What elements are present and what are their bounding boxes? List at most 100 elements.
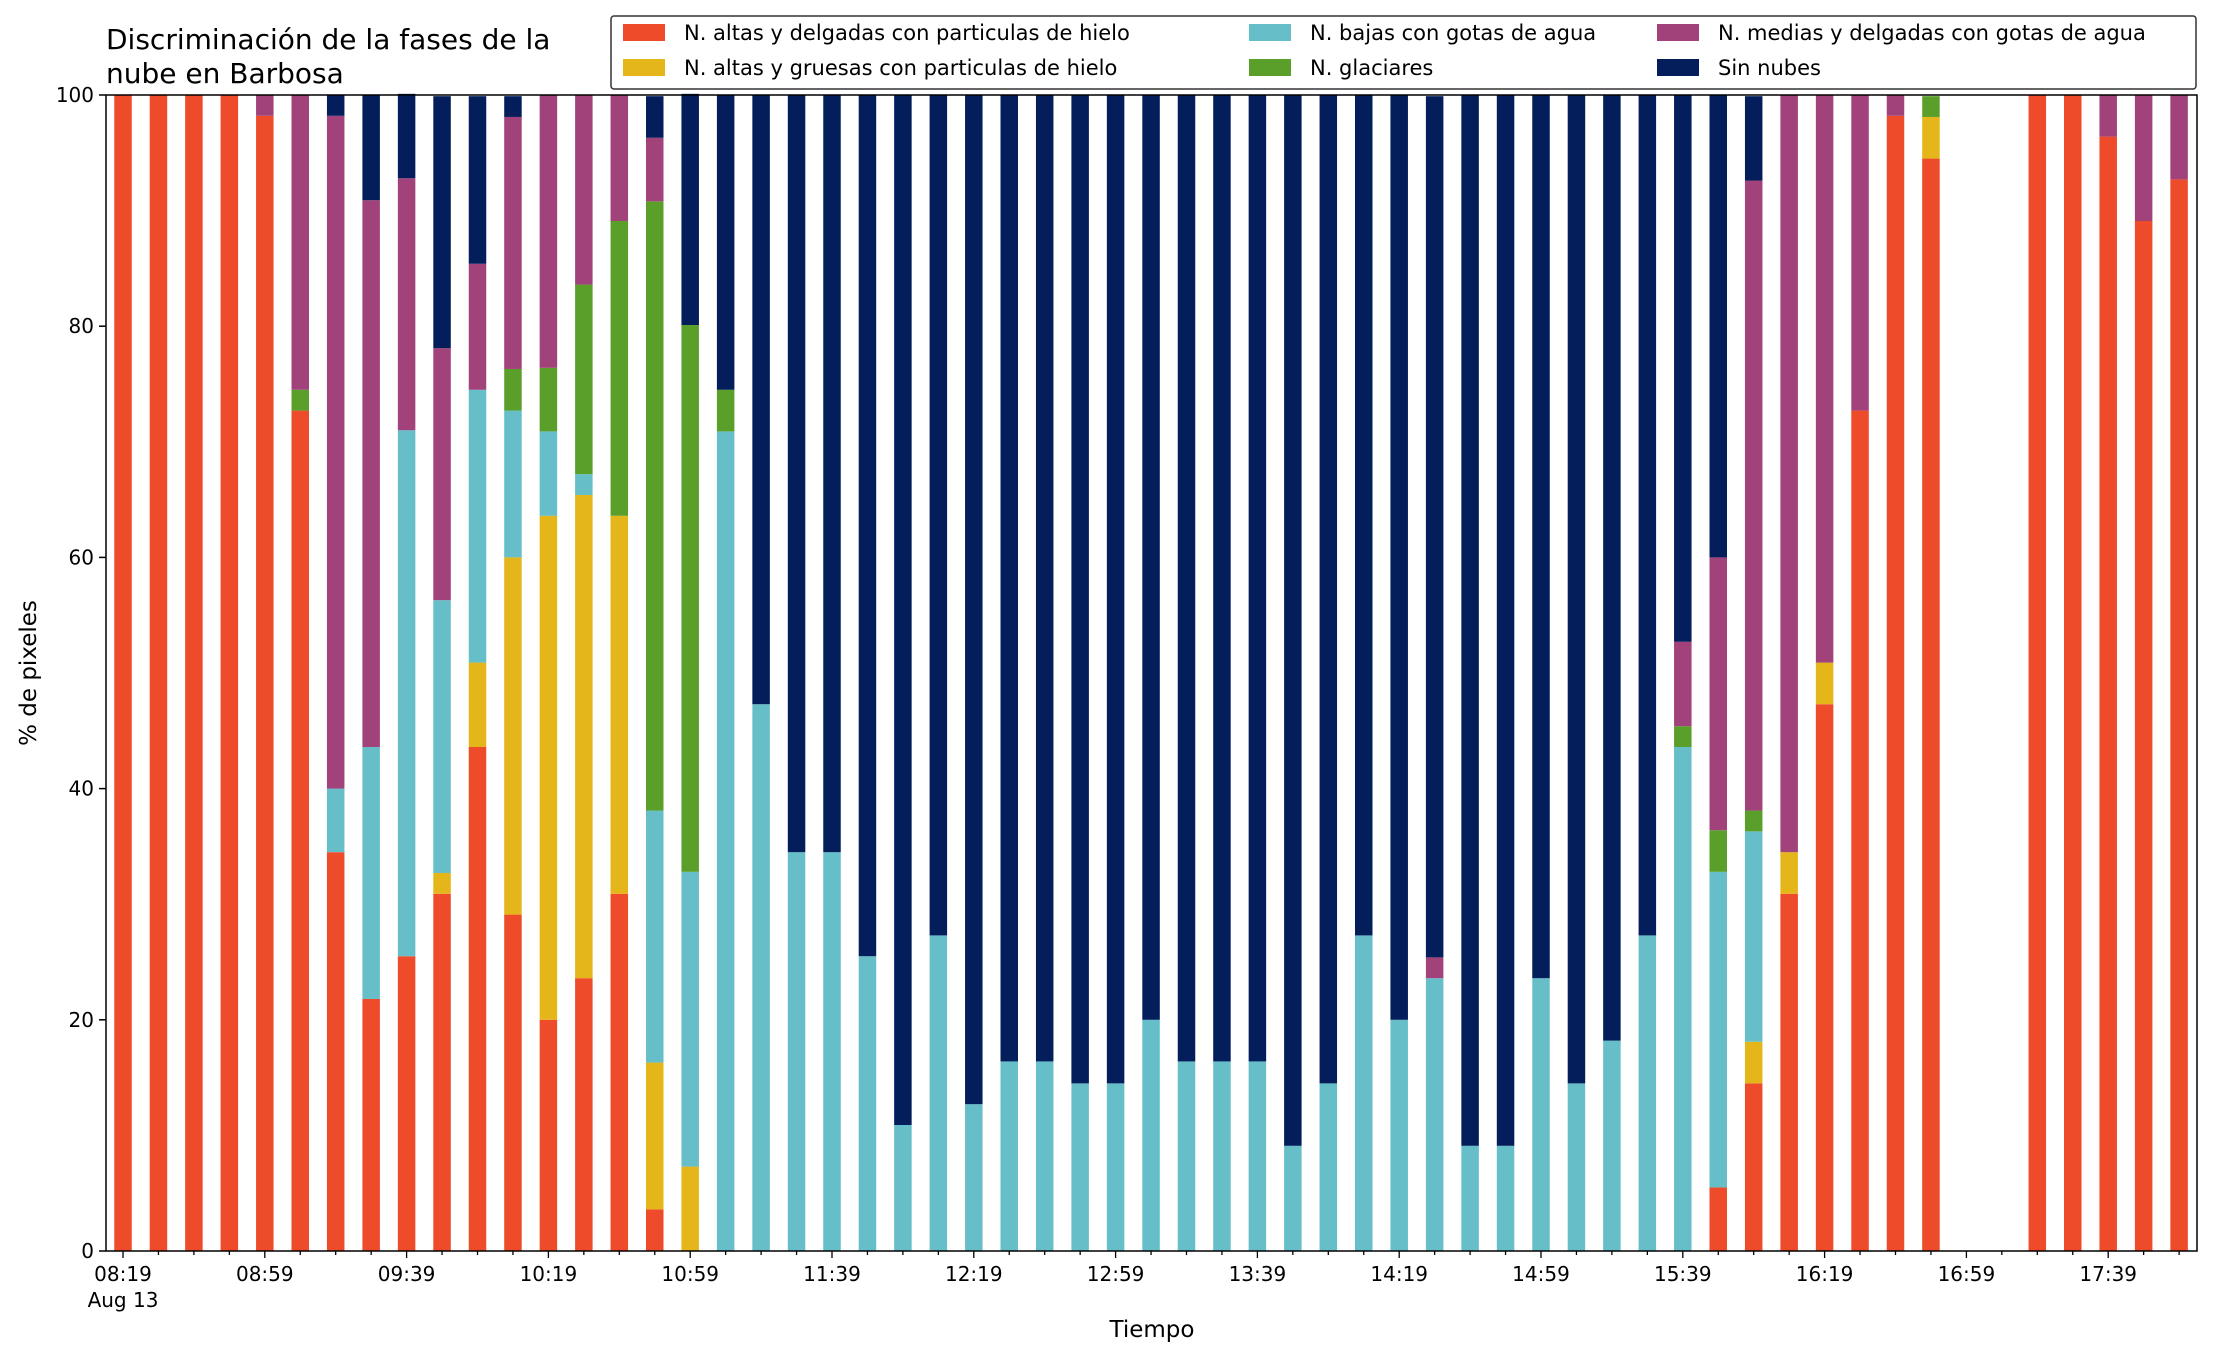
bar-segment xyxy=(1851,95,1869,411)
bar-segment xyxy=(1319,1083,1338,1251)
bar-segment xyxy=(433,872,451,894)
bar-segment xyxy=(1496,1145,1515,1251)
bar-segment xyxy=(504,410,522,558)
bar-segment xyxy=(1674,641,1692,727)
bar-segment xyxy=(1815,704,1834,1251)
bar-segment xyxy=(1355,935,1373,1251)
bar-segment xyxy=(433,96,451,349)
bar-segment xyxy=(504,914,522,1251)
bar-segment xyxy=(433,600,451,873)
bar-segment xyxy=(1425,957,1444,979)
bar-segment xyxy=(397,430,416,957)
bar-segment xyxy=(1922,116,1940,159)
bar-segment xyxy=(575,494,593,979)
bar-segment xyxy=(2099,136,2117,1251)
chart-title-line2: nube en Barbosa xyxy=(106,57,344,90)
legend-label: N. bajas con gotas de agua xyxy=(1310,21,1596,45)
bar-segment xyxy=(1248,95,1267,1062)
bar-segment xyxy=(1248,1061,1267,1251)
bar-segment xyxy=(1284,1145,1302,1251)
bar-segment xyxy=(220,95,239,1251)
y-axis-label: % de pixeles xyxy=(16,600,42,746)
bar-segment xyxy=(185,95,203,1251)
bar-segment xyxy=(1035,1061,1054,1251)
bar-segment xyxy=(681,1166,699,1251)
bar-segment xyxy=(929,95,948,936)
bar-segment xyxy=(1532,95,1550,979)
bar-segment xyxy=(1744,1083,1763,1251)
bar-segment xyxy=(1744,810,1763,832)
bar-segment xyxy=(1744,831,1763,1042)
bar-segment xyxy=(716,95,735,390)
bar-segment xyxy=(1744,96,1763,181)
bar-segment xyxy=(504,96,522,117)
bar-segment xyxy=(1461,1145,1479,1251)
bar-segment xyxy=(752,704,770,1251)
bar-segment xyxy=(1461,95,1479,1146)
bar-segment xyxy=(1567,1083,1586,1251)
bar-segment xyxy=(539,515,558,1020)
bar-segment xyxy=(539,95,558,368)
y-tick-label: 60 xyxy=(69,545,94,569)
x-tick-label: 17:39 xyxy=(2079,1262,2137,1286)
bar-segment xyxy=(468,746,487,1251)
bar-segment xyxy=(362,200,380,747)
legend-label: N. medias y delgadas con gotas de agua xyxy=(1718,21,2146,45)
bar-segment xyxy=(575,978,593,1251)
legend-swatch xyxy=(1249,24,1291,41)
bar-segment xyxy=(468,263,487,390)
bar-segment xyxy=(2099,95,2117,137)
y-tick-label: 20 xyxy=(69,1008,94,1032)
bar-segment xyxy=(397,178,416,431)
bar-segment xyxy=(2028,95,2047,1251)
bar-segment xyxy=(362,746,380,999)
bar-segment xyxy=(1851,410,1869,1252)
legend-label: N. altas y delgadas con particulas de hi… xyxy=(684,21,1130,45)
x-tick-label: 11:39 xyxy=(803,1262,861,1286)
bar-segment xyxy=(291,95,309,390)
bar-segment xyxy=(1922,158,1940,1252)
bar-segment xyxy=(610,95,629,221)
x-tick-label: 10:19 xyxy=(520,1262,578,1286)
bar-segment xyxy=(1709,871,1727,1188)
legend-swatch xyxy=(623,59,665,76)
bar-segment xyxy=(1142,1019,1160,1251)
bar-segment xyxy=(646,810,664,1063)
bar-segment xyxy=(114,95,132,1251)
x-tick-label: 09:39 xyxy=(378,1262,436,1286)
bar-segment xyxy=(1106,1083,1125,1251)
bar-segment xyxy=(326,95,345,116)
x-tick-sublabel: Aug 13 xyxy=(88,1288,159,1312)
bar-segment xyxy=(468,389,487,663)
bar-segment xyxy=(1744,180,1763,811)
bar-segment xyxy=(1674,746,1692,1251)
bar-segment xyxy=(504,557,522,915)
bar-segment xyxy=(291,410,309,1252)
bar-segment xyxy=(858,95,877,957)
bar-segment xyxy=(1638,95,1657,936)
bars-group xyxy=(114,93,2188,1252)
legend-frame xyxy=(610,15,2197,90)
bar-segment xyxy=(504,368,522,411)
bar-segment xyxy=(1177,95,1196,1062)
bar-segment xyxy=(1567,95,1586,1084)
bar-segment xyxy=(646,1062,664,1210)
bar-segment xyxy=(2134,95,2153,221)
bar-segment xyxy=(894,1125,912,1251)
bar-segment xyxy=(1035,95,1054,1062)
x-tick-label: 08:19 xyxy=(94,1262,152,1286)
y-tick-label: 0 xyxy=(81,1239,94,1263)
bar-segment xyxy=(362,95,380,201)
x-tick-label: 14:19 xyxy=(1370,1262,1428,1286)
bar-segment xyxy=(1390,1019,1408,1251)
bar-segment xyxy=(504,116,522,369)
bar-segment xyxy=(1815,95,1834,663)
bar-segment xyxy=(1886,115,1905,1251)
bar-segment xyxy=(1709,1187,1727,1251)
bar-segment xyxy=(1213,1061,1231,1251)
legend-swatch xyxy=(1657,24,1699,41)
bar-segment xyxy=(1284,95,1302,1146)
bar-segment xyxy=(646,96,664,138)
